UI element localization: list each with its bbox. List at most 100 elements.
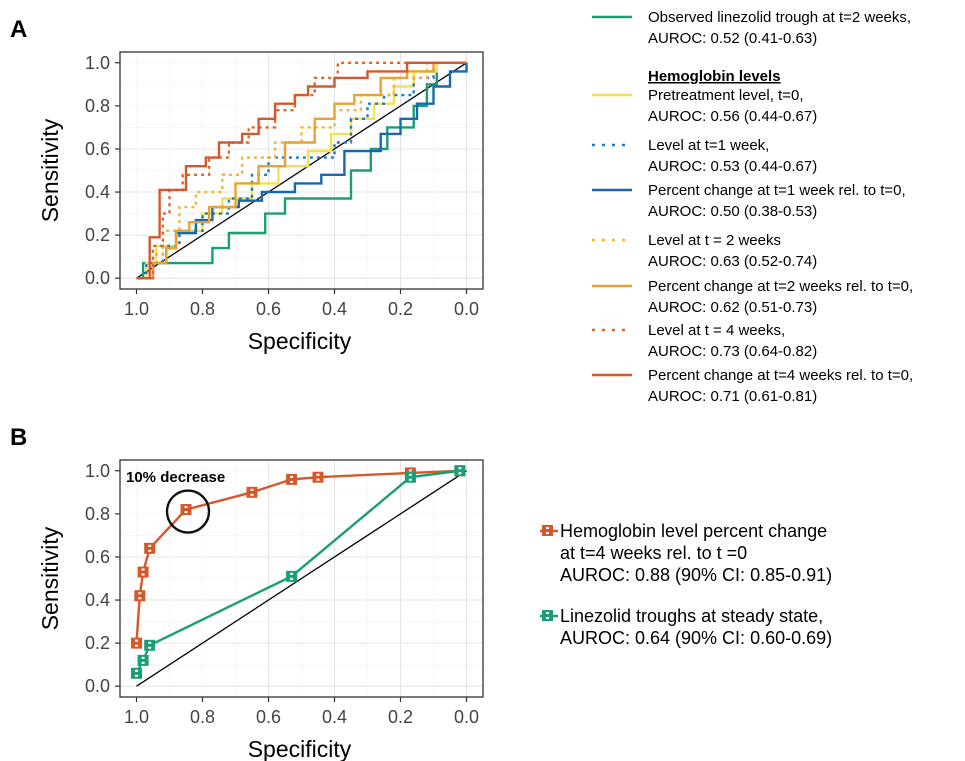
annotation-label: 10% decrease	[126, 469, 225, 486]
point-linezolid_ss-4	[404, 471, 416, 483]
point-linezolid_ss-2	[144, 639, 156, 651]
point-linezolid_ss-3	[286, 570, 298, 582]
legend-key-glyph	[546, 527, 549, 529]
point-glyph-bottom	[250, 493, 254, 496]
annotation-circle	[165, 489, 211, 534]
legend-key-glyph	[546, 612, 549, 614]
legend-label-obs_trough_t2: Observed linezolid trough at t=2 weeks,	[648, 9, 911, 26]
point-glyph-bottom	[408, 478, 412, 481]
series-line-hb_t4	[136, 61, 467, 280]
point-glyph-top	[135, 639, 138, 642]
point-glyph-top	[148, 544, 152, 547]
panel-b-roc-plot: 1.0 0.8 0.6 0.4 0.2 0.0 0.0 0.2 0.4 0.6 0.8 1.0 Spec…	[37, 459, 484, 761]
x-tick-label: 0.4	[322, 707, 347, 727]
point-hb_pct_t4_model-4	[180, 504, 192, 516]
legend-label-hb_pre: Pretreatment level, t=0,	[648, 87, 804, 104]
x-tick-label: 0.0	[454, 299, 479, 319]
point-glyph-bottom	[138, 597, 142, 600]
x-tick-label: 0.8	[190, 299, 215, 319]
series-line-hb_t2	[136, 61, 467, 280]
point-glyph-top	[141, 656, 145, 659]
point-linezolid_ss-1	[137, 654, 149, 666]
point-glyph-bottom	[184, 511, 188, 514]
point-glyph-top	[184, 506, 188, 509]
point-hb_pct_t4_model-0	[131, 637, 142, 649]
point-glyph-bottom	[135, 674, 138, 677]
point-glyph-top	[290, 475, 294, 478]
series-line-hb_pct_t2	[136, 61, 467, 280]
y-tick-label: 0.2	[85, 633, 110, 653]
y-tick-label: 1.0	[85, 461, 110, 481]
point-hb_pct_t4_model-3	[144, 542, 156, 554]
panel-letter-b: B	[10, 424, 27, 451]
reference-diagonal	[136, 470, 467, 687]
point-glyph-bottom	[141, 661, 145, 664]
point-glyph-bottom	[141, 573, 145, 576]
legend-label-hb_pct_t4_model: at t=4 weeks rel. to t =0	[560, 543, 747, 563]
legend-label-hb_pct_t4: Percent change at t=4 weeks rel. to t=0,	[648, 367, 913, 384]
x-tick-label: 0.2	[388, 299, 413, 319]
point-glyph-top	[141, 568, 145, 571]
series-line-hb_pct_t4	[136, 61, 467, 280]
point-linezolid_ss-5	[454, 465, 466, 477]
series-line-obs_trough_t2	[136, 61, 467, 280]
reference-diagonal	[136, 62, 467, 279]
point-glyph-top	[148, 641, 152, 644]
point-glyph-bottom	[135, 644, 138, 647]
point-hb_pct_t4_model-5	[246, 486, 258, 498]
y-tick-label: 0.4	[85, 182, 110, 202]
legend-label-hb_t1: AUROC: 0.53 (0.44-0.67)	[648, 158, 817, 175]
legend-label-hb_t4: AUROC: 0.73 (0.64-0.82)	[648, 343, 817, 360]
gridlines	[120, 460, 483, 697]
point-glyph-bottom	[148, 549, 152, 552]
point-glyph-top	[316, 473, 320, 476]
y-tick-label: 0.6	[85, 547, 110, 567]
series-line-hb_pct_t4_model	[135, 469, 460, 644]
x-tick-label: 0.6	[256, 707, 281, 727]
point-glyph-bottom	[316, 478, 320, 481]
legend-label-linezolid_ss: AUROC: 0.64 (90% CI: 0.60-0.69)	[560, 628, 832, 648]
point-hb_pct_t4_model-2	[137, 566, 149, 578]
point-glyph-top	[458, 467, 462, 470]
panel-a-roc-plot: 1.0 0.8 0.6 0.4 0.2 0.0 0.0 0.2 0.4 0.6 0.8 1.0 Spec…	[37, 51, 484, 354]
point-glyph-bottom	[290, 577, 294, 580]
point-glyph-bottom	[290, 480, 294, 483]
y-axis-title: Sensitivity	[37, 118, 63, 222]
plot-border	[119, 51, 484, 290]
y-axis-title: Sensitivity	[37, 526, 63, 630]
point-linezolid_ss-0	[131, 667, 142, 679]
x-tick-label: 1.0	[124, 299, 149, 319]
legend-label-hb_pct_t4: AUROC: 0.71 (0.61-0.81)	[648, 388, 817, 405]
legend-label-obs_trough_t2: AUROC: 0.52 (0.41-0.63)	[648, 30, 817, 47]
legend-label-hb_pct_t2: Percent change at t=2 weeks rel. to t=0,	[648, 278, 913, 295]
x-axis-title: Specificity	[248, 328, 352, 354]
legend-label-hb_t4: Level at t = 4 weeks,	[648, 322, 785, 339]
y-tick-label: 0.2	[85, 225, 110, 245]
y-tick-label: 0.0	[85, 676, 110, 696]
x-tick-label: 0.2	[388, 707, 413, 727]
x-tick-label: 0.8	[190, 707, 215, 727]
legend-label-hb_t2: Level at t = 2 weeks	[648, 232, 781, 249]
legend-label-hb_pre: AUROC: 0.56 (0.44-0.67)	[648, 108, 817, 125]
point-glyph-top	[408, 473, 412, 476]
point-glyph-top	[138, 592, 142, 595]
legend-label-hb_pct_t1: AUROC: 0.50 (0.38-0.53)	[648, 203, 817, 220]
point-glyph-top	[135, 669, 138, 672]
y-tick-label: 0.4	[85, 590, 110, 610]
point-hb_pct_t4_model-1	[134, 590, 146, 602]
legend-label-hb_pct_t1: Percent change at t=1 week rel. to t=0,	[648, 182, 906, 199]
panel-letter-a: A	[10, 16, 27, 43]
series-line-hb_pre	[136, 61, 467, 280]
legend-label-linezolid_ss: Linezolid troughs at steady state,	[560, 606, 823, 626]
legend-key-marker-hb_pct_t4_model	[542, 525, 553, 536]
x-tick-label: 0.6	[256, 299, 281, 319]
x-tick-label: 0.4	[322, 299, 347, 319]
y-tick-label: 0.8	[85, 96, 110, 116]
legend-label-hb_t1: Level at t=1 week,	[648, 137, 769, 154]
x-tick-label: 0.0	[454, 707, 479, 727]
point-hb_pct_t4_model-7	[312, 471, 324, 483]
y-tick-label: 0.0	[85, 268, 110, 288]
y-tick-label: 0.6	[85, 139, 110, 159]
